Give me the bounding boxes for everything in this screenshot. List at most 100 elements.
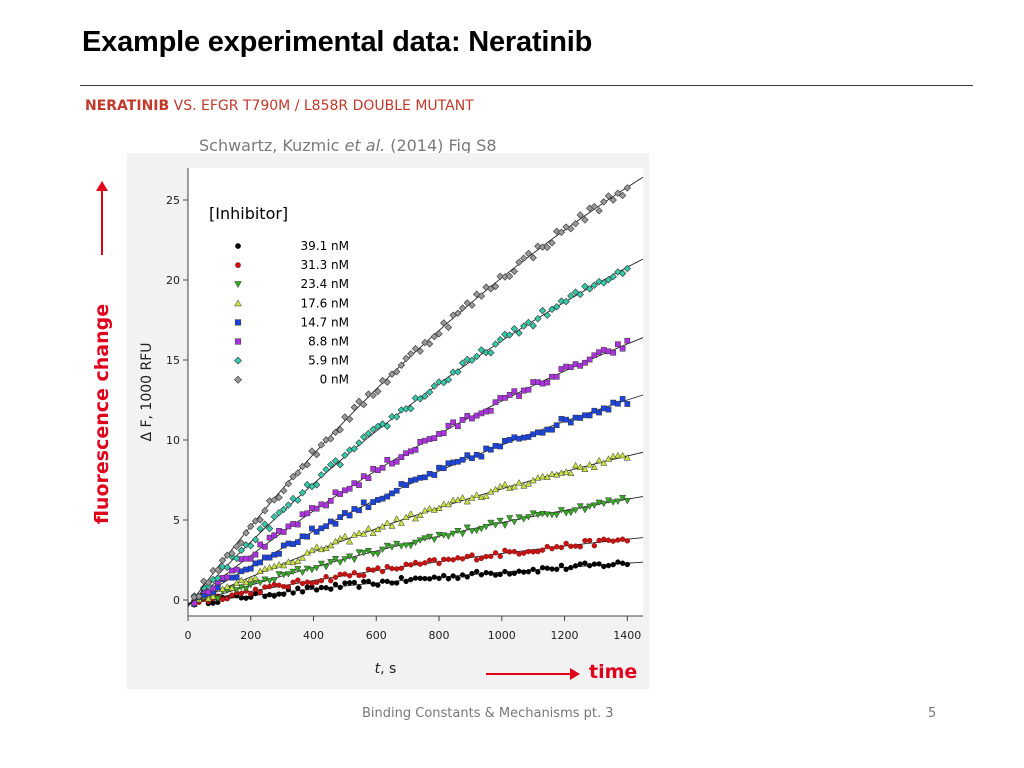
data-point — [619, 396, 626, 402]
data-point — [600, 405, 607, 412]
data-point — [615, 400, 621, 407]
data-point — [384, 456, 391, 463]
data-point — [379, 522, 387, 530]
data-point — [605, 537, 612, 543]
series-23-4-nM — [187, 495, 644, 606]
data-point — [488, 570, 494, 576]
data-point — [515, 514, 523, 521]
data-point — [223, 563, 231, 572]
data-point — [492, 399, 499, 406]
data-point — [252, 586, 259, 592]
data-point — [478, 410, 485, 417]
data-point — [411, 394, 420, 402]
data-point — [285, 540, 292, 547]
up-arrow-icon — [96, 181, 108, 255]
data-point — [223, 583, 231, 590]
data-point — [275, 493, 283, 502]
data-point — [502, 394, 508, 401]
data-point — [571, 507, 580, 514]
data-point — [605, 348, 612, 355]
data-point — [576, 290, 584, 299]
data-point — [351, 579, 357, 586]
data-point — [548, 239, 556, 247]
data-point — [436, 464, 442, 471]
data-point — [393, 515, 401, 522]
data-point — [350, 531, 358, 538]
data-point — [403, 450, 409, 457]
data-point — [238, 568, 245, 575]
data-point — [581, 507, 589, 514]
legend-marker — [235, 262, 241, 268]
data-point — [468, 356, 476, 364]
data-point — [407, 477, 414, 484]
data-point — [535, 379, 541, 386]
data-point — [525, 569, 532, 575]
data-point — [543, 511, 551, 518]
data-point — [478, 572, 485, 578]
data-point — [525, 548, 532, 555]
data-point — [449, 496, 457, 503]
data-point — [342, 487, 348, 494]
data-point — [261, 520, 269, 528]
data-point — [455, 423, 461, 430]
data-point — [506, 391, 513, 398]
data-point — [270, 577, 278, 584]
data-point — [454, 496, 462, 503]
data-point — [436, 575, 442, 582]
series-8-8-nM — [187, 337, 644, 606]
data-point — [421, 535, 429, 542]
data-point — [247, 522, 255, 531]
data-point — [430, 382, 439, 390]
data-point — [492, 550, 499, 556]
data-point — [582, 537, 588, 544]
data-point — [389, 460, 395, 467]
data-point — [237, 576, 245, 584]
data-point — [430, 506, 438, 513]
data-point — [266, 583, 273, 590]
data-point — [276, 528, 282, 534]
data-point — [389, 565, 395, 572]
data-point — [294, 521, 301, 528]
data-point — [284, 558, 292, 565]
data-point — [609, 499, 617, 506]
data-point — [224, 574, 231, 581]
data-point — [356, 507, 362, 514]
data-point — [464, 574, 470, 580]
data-point — [411, 344, 420, 353]
data-point — [294, 557, 302, 564]
data-point — [392, 413, 401, 421]
data-point — [252, 560, 259, 567]
data-point — [549, 566, 555, 572]
data-point — [388, 370, 396, 378]
data-point — [218, 563, 227, 571]
data-point — [370, 465, 376, 472]
data-point — [610, 538, 616, 544]
data-point — [618, 269, 627, 278]
data-point — [558, 562, 565, 569]
data-point — [595, 207, 603, 215]
citation-authors: Schwartz, Kuzmic — [199, 136, 345, 155]
data-point — [482, 524, 490, 531]
data-point — [280, 542, 287, 549]
data-point — [266, 554, 273, 561]
data-point — [610, 349, 617, 356]
data-point — [312, 481, 321, 489]
data-point — [610, 561, 616, 568]
data-point — [403, 482, 409, 488]
data-point — [309, 525, 315, 532]
data-point — [388, 544, 396, 551]
data-point — [341, 556, 349, 563]
fluorescence-change-label: fluorescence change — [91, 303, 113, 525]
data-point — [290, 541, 296, 547]
data-point — [350, 403, 358, 412]
data-point — [364, 524, 372, 532]
data-point — [614, 498, 622, 506]
data-point — [294, 496, 302, 504]
data-point — [563, 540, 569, 547]
legend-marker — [234, 356, 242, 365]
data-point — [309, 505, 315, 511]
data-point — [624, 538, 630, 544]
y-tick-label: 20 — [166, 274, 180, 287]
data-point — [303, 549, 311, 556]
legend-marker — [234, 299, 242, 307]
